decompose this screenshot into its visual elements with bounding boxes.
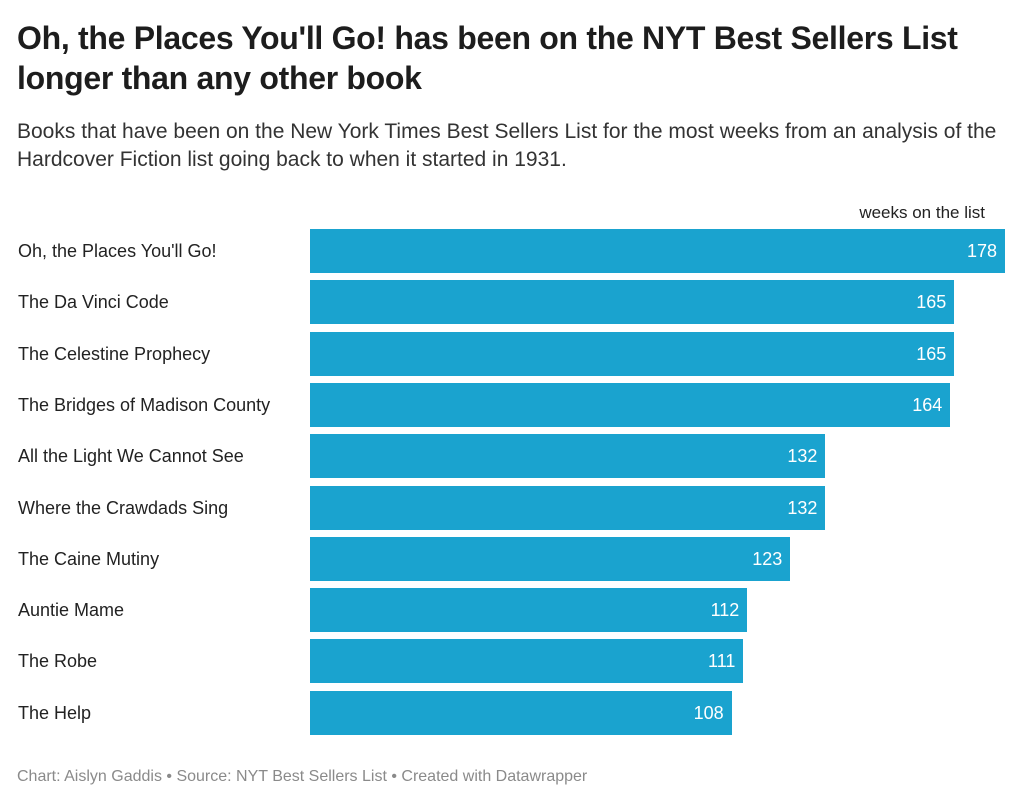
category-label: The Caine Mutiny (18, 548, 160, 569)
bar: 178 (310, 229, 1005, 273)
bar-row: The Help 108 (0, 690, 1023, 735)
bar: 164 (310, 382, 951, 427)
chart-footer: Chart: Aislyn Gaddis • Source: NYT Best … (17, 768, 588, 785)
bar-row: The Da Vinci Code 165 (0, 280, 1023, 325)
chart-title: Oh, the Places You'll Go! has been on th… (17, 20, 958, 96)
bar: 132 (310, 485, 826, 530)
bar: 165 (310, 331, 955, 376)
category-label: The Robe (18, 651, 98, 672)
value-label: 132 (787, 446, 818, 467)
bar: 112 (310, 588, 748, 633)
category-label: All the Light We Cannot See (18, 446, 244, 467)
value-label: 111 (708, 651, 736, 672)
bar: 165 (310, 280, 955, 325)
bar-row: All the Light We Cannot See 132 (0, 434, 1023, 479)
bar: 123 (310, 536, 791, 581)
category-label: The Help (18, 702, 92, 723)
value-axis-label: weeks on the list (859, 203, 985, 222)
bar-row: Where the Crawdads Sing 132 (0, 485, 1023, 530)
bar-row: The Caine Mutiny 123 (0, 536, 1023, 581)
category-label: Oh, the Places You'll Go! (18, 241, 217, 261)
bar: 111 (310, 639, 744, 684)
value-label: 132 (787, 497, 818, 518)
bar-row: The Robe 111 (0, 639, 1023, 684)
bar-row: The Bridges of Madison County 164 (0, 382, 1023, 427)
category-label: The Bridges of Madison County (18, 394, 271, 415)
bar-row: Auntie Mame 112 (0, 588, 1023, 633)
category-label: Auntie Mame (18, 600, 125, 621)
value-label: 164 (912, 394, 943, 415)
chart-subtitle: Books that have been on the New York Tim… (17, 120, 997, 171)
value-label: 123 (752, 548, 783, 569)
bar-row: Oh, the Places You'll Go! 178 (0, 229, 1023, 273)
category-label: The Da Vinci Code (18, 292, 169, 313)
category-label: Where the Crawdads Sing (18, 497, 229, 518)
category-label: The Celestine Prophecy (18, 343, 211, 364)
value-label: 108 (693, 702, 724, 723)
value-label: 165 (916, 292, 947, 313)
bar: 132 (310, 434, 826, 479)
bar-row: The Celestine Prophecy 165 (0, 331, 1023, 376)
bar: 108 (310, 690, 732, 735)
value-label: 178 (966, 241, 997, 261)
value-label: 165 (916, 343, 947, 364)
value-label: 112 (710, 600, 740, 621)
